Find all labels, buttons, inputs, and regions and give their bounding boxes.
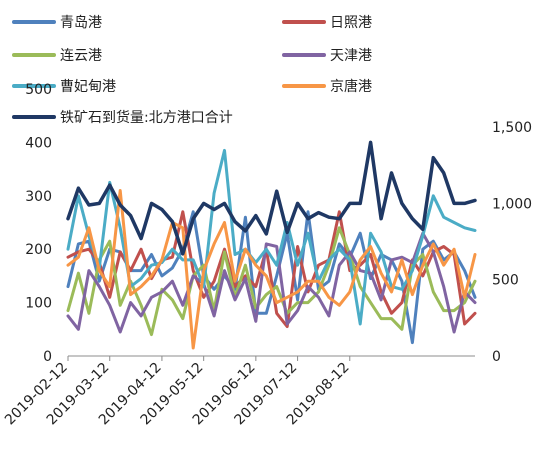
y-right-tick-label: 1,000 [492, 196, 532, 212]
legend-label: 连云港 [60, 48, 102, 64]
y-left-tick-label: 500 [25, 82, 52, 98]
y-left-tick-label: 300 [25, 189, 52, 205]
y-axis-right: 0 500 1,000 1,500 [492, 120, 532, 365]
legend-label: 青岛港 [60, 15, 102, 31]
y-right-tick-label: 1,500 [492, 120, 532, 136]
series-lines [66, 140, 477, 350]
y-left-tick-label: 100 [25, 296, 52, 312]
legend-label: 京唐港 [330, 78, 372, 95]
y-left-tick-label: 200 [25, 242, 52, 258]
series-line [66, 210, 477, 345]
y-left-tick-label: 400 [25, 135, 52, 151]
y-left-tick-label: 0 [43, 349, 52, 365]
y-right-tick-label: 500 [492, 273, 519, 289]
series-line [66, 189, 477, 350]
legend-label: 天津港 [330, 48, 372, 64]
series-line [66, 140, 477, 256]
y-right-tick-label: 0 [492, 349, 501, 365]
y-axis-left: 0 100 200 300 400 500 [25, 82, 52, 365]
legend-label: 曹妃甸港 [60, 79, 116, 95]
legend-label: 日照港 [330, 15, 372, 31]
legend-label: 铁矿石到货量:北方港口合计 [60, 109, 233, 126]
x-axis: 2019-02-122019-03-122019-04-122019-05-12… [2, 355, 475, 428]
series-line [66, 231, 477, 334]
